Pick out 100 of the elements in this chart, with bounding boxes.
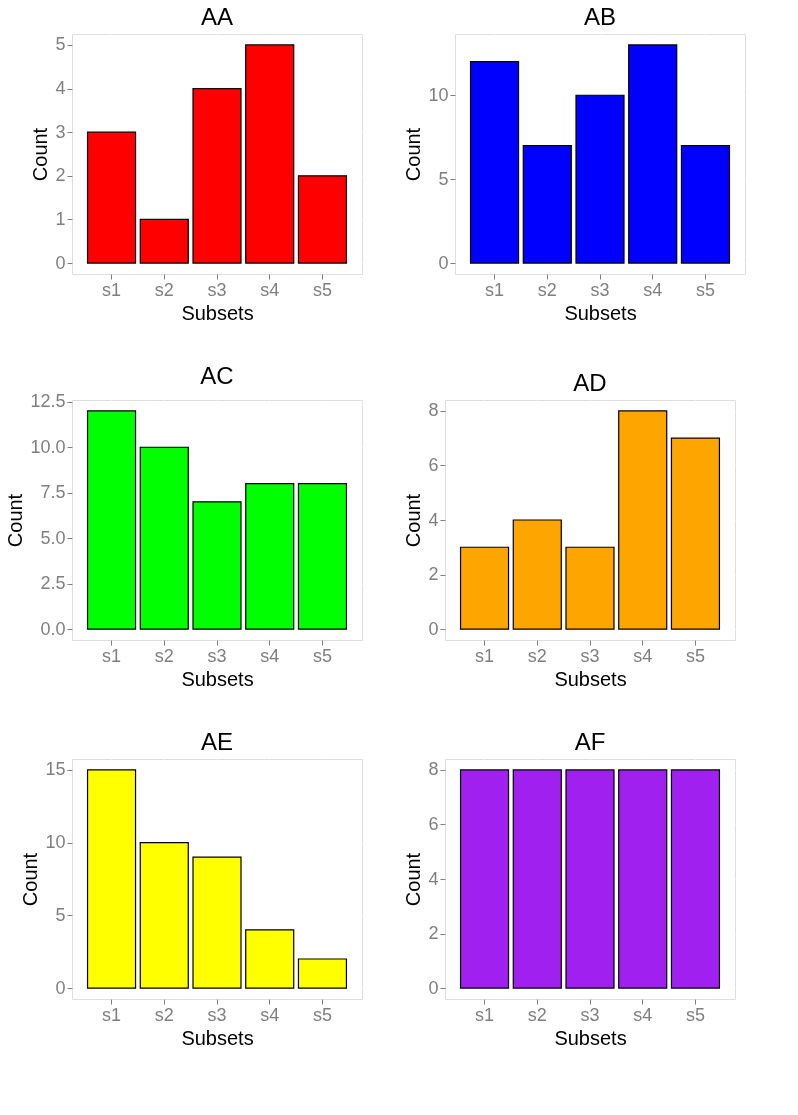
bar [469, 61, 520, 264]
x-tick-label: s4 [633, 645, 653, 666]
y-tick-label: 0.0 [40, 618, 66, 639]
x-tick-label: s2 [527, 645, 547, 666]
bar [459, 546, 510, 630]
chart-title: AA [200, 3, 234, 30]
x-tick-label: s2 [154, 279, 174, 300]
x-tick-label: s3 [590, 279, 610, 300]
x-axis-title: Subsets [554, 1026, 627, 1049]
x-tick-label: s4 [260, 1004, 280, 1025]
y-tick-label: 4 [428, 509, 439, 530]
bar [192, 856, 242, 989]
y-tick-label: 8 [428, 400, 439, 421]
bar [628, 44, 678, 264]
x-axis-title: Subsets [181, 1026, 254, 1049]
x-tick-label: s5 [685, 1004, 705, 1025]
bar [512, 519, 562, 630]
x-tick-label: s2 [537, 279, 557, 300]
x-tick-label: s3 [207, 279, 227, 300]
x-tick-label: s3 [207, 1004, 227, 1025]
x-tick-label: s3 [580, 1004, 600, 1025]
x-axis-title: Subsets [181, 667, 254, 690]
y-tick-label: 5 [55, 904, 66, 925]
x-tick-label: s5 [685, 645, 705, 666]
y-tick-label: 0 [428, 618, 439, 639]
x-tick-label: s1 [102, 645, 122, 666]
x-tick-label: s1 [102, 279, 122, 300]
bar [245, 483, 295, 630]
y-tick-label: 4 [428, 868, 439, 889]
bar [139, 842, 189, 989]
y-tick-label: 5 [438, 168, 449, 189]
x-tick-label: s5 [695, 279, 715, 300]
y-tick-label: 5.0 [40, 527, 66, 548]
chart-title: AB [583, 3, 617, 30]
bar [139, 218, 189, 264]
x-tick-label: s3 [207, 645, 227, 666]
bar [575, 94, 625, 264]
chart-title: AF [574, 728, 606, 755]
x-tick-label: s4 [260, 645, 280, 666]
y-tick-label: 2 [428, 564, 439, 585]
y-axis-title: Count [402, 852, 425, 907]
y-tick-label: 10 [45, 832, 66, 853]
y-tick-label: 3 [55, 121, 66, 142]
bar [297, 483, 348, 630]
y-axis-title: Count [19, 852, 42, 907]
y-axis-title: Count [402, 127, 425, 182]
y-axis-title: Count [29, 127, 52, 182]
x-tick-label: s2 [154, 645, 174, 666]
x-axis-title: Subsets [554, 667, 627, 690]
y-tick-label: 4 [55, 78, 66, 99]
y-tick-label: 10 [428, 84, 449, 105]
x-tick-label: s2 [527, 1004, 547, 1025]
chart-title: AD [573, 369, 607, 396]
bar [86, 131, 137, 264]
x-tick-label: s4 [260, 279, 280, 300]
x-tick-label: s1 [485, 279, 505, 300]
x-axis-title: Subsets [181, 301, 254, 324]
bar [245, 44, 295, 264]
y-tick-label: 0 [428, 977, 439, 998]
y-tick-label: 12.5 [30, 391, 66, 412]
y-tick-label: 15 [45, 759, 66, 780]
chart-title: AC [200, 361, 234, 389]
y-tick-label: 0 [55, 252, 66, 273]
y-axis-title: Count [4, 493, 27, 548]
bar [670, 437, 721, 630]
x-tick-label: s2 [154, 1004, 174, 1025]
y-tick-label: 6 [428, 813, 439, 834]
x-tick-label: s4 [643, 279, 663, 300]
chart-title: AE [200, 728, 234, 755]
x-tick-label: s3 [580, 645, 600, 666]
y-axis-title: Count [402, 493, 425, 548]
x-tick-label: s5 [312, 645, 332, 666]
x-tick-label: s5 [312, 279, 332, 300]
bar [618, 410, 668, 630]
y-tick-label: 1 [55, 208, 66, 229]
bar [192, 87, 242, 264]
bar [297, 175, 348, 264]
bar [192, 501, 242, 630]
y-tick-label: 0 [55, 977, 66, 998]
x-tick-label: s1 [102, 1004, 122, 1025]
bar [522, 145, 572, 264]
y-tick-label: 0 [438, 252, 449, 273]
bar [86, 769, 137, 989]
bar [297, 958, 348, 989]
y-tick-label: 7.5 [40, 482, 66, 503]
bar [245, 929, 295, 989]
x-axis-title: Subsets [564, 301, 637, 324]
x-tick-label: s4 [633, 1004, 653, 1025]
bar [680, 145, 731, 264]
y-tick-label: 2 [55, 165, 66, 186]
y-tick-label: 5 [55, 34, 66, 55]
bar [86, 410, 137, 630]
bar [565, 546, 615, 630]
x-tick-label: s5 [312, 1004, 332, 1025]
y-tick-label: 2.5 [40, 573, 66, 594]
bar [139, 446, 189, 630]
x-tick-label: s1 [475, 645, 495, 666]
x-tick-label: s1 [475, 1004, 495, 1025]
y-tick-label: 10.0 [30, 436, 66, 457]
y-tick-label: 8 [428, 759, 439, 780]
